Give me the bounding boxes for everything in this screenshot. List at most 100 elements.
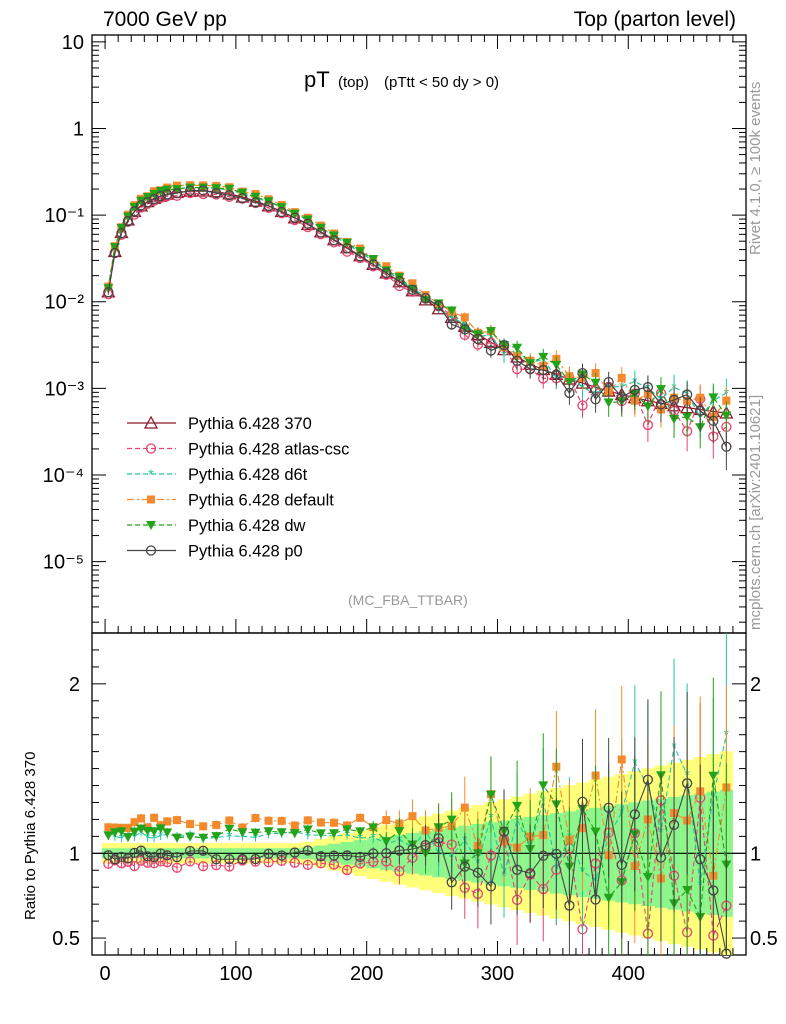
main-marker [172, 185, 183, 195]
ratio-marker [616, 859, 627, 871]
legend-marker [145, 545, 157, 556]
main-marker [341, 243, 353, 254]
main-marker [116, 228, 127, 239]
main-ytick-label: 10⁻⁵ [43, 552, 84, 574]
ratio-marker [302, 859, 313, 871]
ratio-marker [171, 862, 183, 873]
main-series-4 [103, 183, 732, 449]
main-ytick-label: 10⁻² [45, 292, 85, 314]
ratio-marker [263, 848, 274, 859]
ratio-xtick-label: 200 [350, 963, 383, 985]
ratio-series-line [108, 777, 727, 954]
ratio-marker [472, 867, 484, 878]
ratio-marker [276, 850, 287, 861]
main-marker [669, 414, 680, 424]
ratio-marker [122, 853, 134, 864]
ratio-marker [186, 820, 195, 829]
ratio-marker: * [119, 830, 125, 846]
legend-item-0: Pythia 6.428 370 [127, 415, 312, 433]
ratio-marker [199, 822, 208, 831]
ratio-marker [681, 778, 693, 789]
main-marker [103, 287, 114, 298]
ratio-xtick-label: 100 [219, 963, 252, 985]
ratio-marker [408, 812, 417, 821]
rivet-label: Rivet 4.1.0, ≥ 100k events [747, 82, 764, 255]
ratio-marker: * [145, 829, 151, 845]
plot-title-main: pT [304, 67, 330, 92]
ratio-marker [328, 829, 339, 839]
ratio-marker [642, 774, 654, 785]
ratio-xtick-label: 300 [481, 963, 514, 985]
main-marker [394, 276, 405, 287]
main-marker [459, 324, 470, 335]
legend-item-5: Pythia 6.428 p0 [127, 543, 303, 561]
main-marker [276, 206, 287, 218]
main-ytick-label: 10 [62, 32, 84, 54]
ratio-ytick-label-left: 2 [69, 674, 80, 696]
ratio-marker [116, 851, 127, 863]
main-marker [302, 218, 313, 229]
main-marker [511, 355, 523, 367]
main-ytick-label: 10⁻³ [45, 378, 85, 400]
ratio-marker [420, 839, 431, 851]
main-marker [420, 292, 431, 304]
main-marker [407, 284, 418, 295]
ratio-marker: * [151, 830, 157, 846]
ratio-marker [459, 861, 470, 872]
analysis-tag: (MC_FBA_TTBAR) [348, 592, 468, 608]
ratio-marker [590, 894, 601, 905]
ratio-marker [302, 845, 313, 856]
ratio-marker [289, 829, 300, 839]
main-marker [237, 193, 248, 204]
ratio-marker [446, 877, 457, 888]
main-marker [681, 389, 693, 400]
ratio-ytick-label-right: 2 [750, 674, 761, 696]
ratio-series-line [108, 775, 727, 920]
main-marker [155, 190, 166, 202]
main-marker [315, 227, 327, 238]
main-series-line [107, 189, 727, 447]
main-marker [289, 212, 300, 223]
main-marker [721, 441, 732, 452]
main-marker [328, 235, 340, 246]
main-marker [211, 187, 222, 199]
ratio-marker [184, 856, 196, 867]
ratio-marker [642, 872, 653, 882]
ratio-marker [394, 866, 405, 877]
ratio-marker [695, 854, 706, 865]
main-marker [287, 210, 302, 224]
ratio-xtick-label: 400 [612, 963, 645, 985]
legend-item-1: Pythia 6.428 atlas-csc [127, 441, 349, 459]
main-marker [708, 415, 719, 427]
ratio-marker [668, 819, 680, 831]
ratio-series-5 [103, 692, 732, 959]
ratio-marker [629, 809, 640, 820]
ratio-marker [109, 828, 120, 838]
ratio-marker [109, 854, 121, 865]
main-marker [708, 393, 719, 403]
ratio-marker: * [357, 830, 363, 846]
main-marker [142, 197, 153, 208]
plot-title-sub1: (top) [338, 74, 369, 91]
ratio-marker [617, 755, 626, 764]
main-marker [433, 300, 444, 311]
ratio-marker [577, 796, 588, 807]
ratio-ytick-label-left: 1 [69, 843, 80, 865]
main-marker [129, 206, 140, 217]
ratio-marker [433, 833, 444, 844]
main-ytick-label: 10⁻¹ [45, 205, 85, 227]
ratio-marker [289, 847, 300, 858]
ratio-marker [250, 828, 261, 838]
main-marker [122, 215, 134, 227]
legend-label: Pythia 6.428 default [188, 492, 334, 510]
ratio-marker [538, 850, 549, 861]
ratio-marker [368, 823, 379, 833]
main-marker [354, 251, 366, 262]
ratio-marker [551, 848, 562, 860]
main-marker [642, 382, 654, 393]
ratio-ylabel: Ratio to Pythia 6.428 370 [22, 752, 39, 920]
main-marker [263, 200, 274, 212]
ratio-marker [511, 864, 523, 875]
main-marker [472, 333, 484, 345]
